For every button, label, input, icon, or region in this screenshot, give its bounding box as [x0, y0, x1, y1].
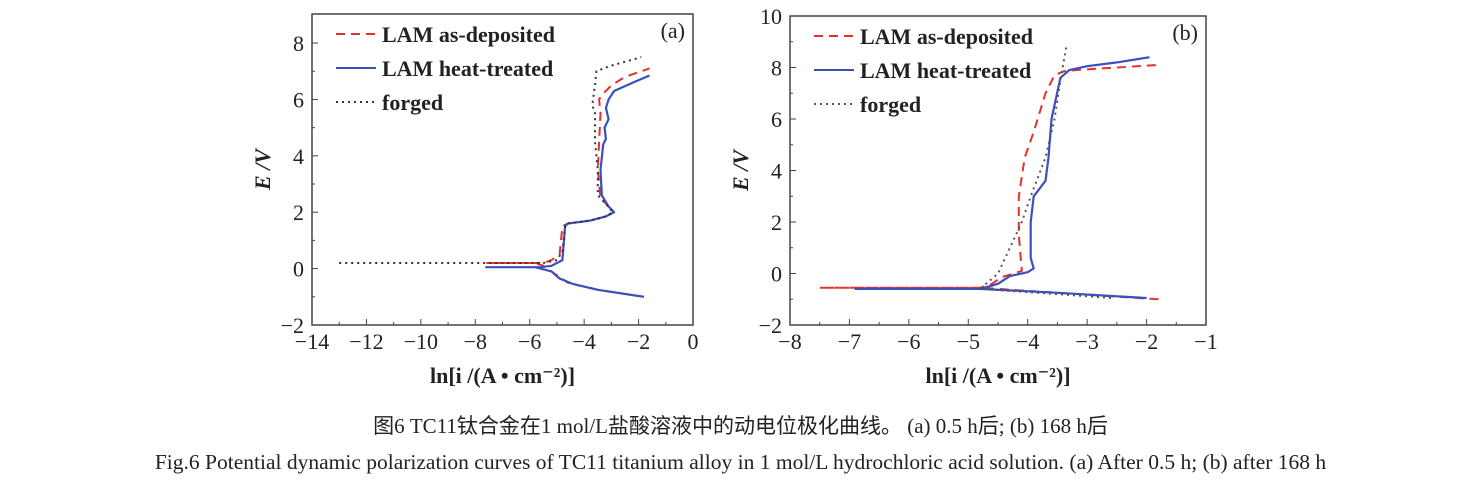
legend-entry: forged [382, 90, 443, 115]
y-tick-label: 2 [771, 210, 782, 235]
legend-entry: LAM heat-treated [860, 58, 1031, 83]
series-line-lam-heat-treated [854, 56, 1150, 300]
y-tick-label: −2 [281, 313, 304, 338]
series-line-lam-heat-treated [485, 74, 650, 298]
legend-entry: LAM as-deposited [382, 22, 555, 47]
legend-entry: forged [860, 92, 921, 117]
x-tick-label: −4 [1016, 329, 1039, 354]
y-tick-label: 8 [293, 31, 304, 56]
x-tick-label: −14 [295, 329, 329, 354]
y-tick-label: 6 [293, 87, 304, 112]
y-tick-label: −2 [759, 313, 782, 338]
x-tick-label: 0 [688, 329, 699, 354]
y-axis-label: E /V [728, 148, 753, 192]
chart-panel-b: −8 −7 −6 −5 −4 −3 −2 −1 −2 0 2 4 6 8 10 ln[i /(A • cm⁻²… [728, 4, 1218, 388]
y-tick-label: 8 [771, 56, 782, 81]
x-axis-label: ln[i /(A • cm⁻²)] [430, 363, 575, 388]
y-tick-label: 4 [771, 159, 782, 184]
panel-label: (a) [661, 18, 685, 43]
legend-entry: LAM as-deposited [860, 24, 1033, 49]
y-tick-label: 0 [771, 262, 782, 287]
legend-entry: LAM heat-treated [382, 56, 553, 81]
y-tick-label: 6 [771, 107, 782, 132]
series-line-forged [339, 56, 642, 264]
x-tick-label: −8 [464, 329, 487, 354]
y-tick-label: 10 [760, 4, 782, 29]
x-tick-label: −6 [897, 329, 920, 354]
x-tick-label: −6 [518, 329, 541, 354]
y-tick-label: 0 [293, 257, 304, 282]
x-tick-label: −10 [404, 329, 438, 354]
x-tick-label: −5 [957, 329, 980, 354]
series-line-forged [979, 46, 1111, 299]
caption-english: Fig.6 Potential dynamic polarization cur… [154, 450, 1327, 474]
x-tick-label: −3 [1075, 329, 1098, 354]
y-axis-label: E /V [250, 147, 275, 191]
y-tick-label: 2 [293, 200, 304, 225]
x-tick-label: −7 [838, 329, 861, 354]
x-tick-label: −12 [349, 329, 383, 354]
x-axis-label: ln[i /(A • cm⁻²)] [925, 363, 1070, 388]
x-tick-label: −4 [572, 329, 595, 354]
caption-chinese: 图6 TC11钛合金在1 mol/L盐酸溶液中的动电位极化曲线。 (a) 0.5… [373, 414, 1108, 438]
x-tick-label: −2 [627, 329, 650, 354]
y-tick-label: 4 [293, 144, 304, 169]
panel-label: (b) [1172, 20, 1198, 45]
series-line-lam-as-deposited [485, 67, 650, 298]
x-tick-label: −1 [1194, 329, 1217, 354]
x-tick-label: −2 [1135, 329, 1158, 354]
chart-panel-a: −14 −12 −10 −8 −6 −4 −2 0 −2 0 2 4 6 8 ln[i /(A • cm⁻²… [250, 13, 699, 388]
x-tick-label: −8 [778, 329, 801, 354]
